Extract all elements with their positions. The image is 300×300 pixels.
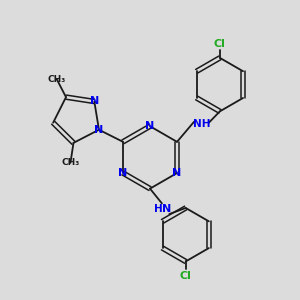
Text: N: N: [90, 97, 99, 106]
Text: CH₃: CH₃: [48, 75, 66, 84]
Text: NH: NH: [193, 118, 210, 129]
Text: Cl: Cl: [180, 271, 192, 281]
Text: N: N: [162, 204, 171, 214]
Text: N: N: [94, 125, 104, 135]
Text: N: N: [146, 121, 154, 131]
Text: H: H: [154, 204, 162, 214]
Text: CH₃: CH₃: [61, 158, 80, 167]
Text: Cl: Cl: [214, 39, 226, 49]
Text: N: N: [118, 168, 128, 178]
Text: N: N: [172, 168, 182, 178]
